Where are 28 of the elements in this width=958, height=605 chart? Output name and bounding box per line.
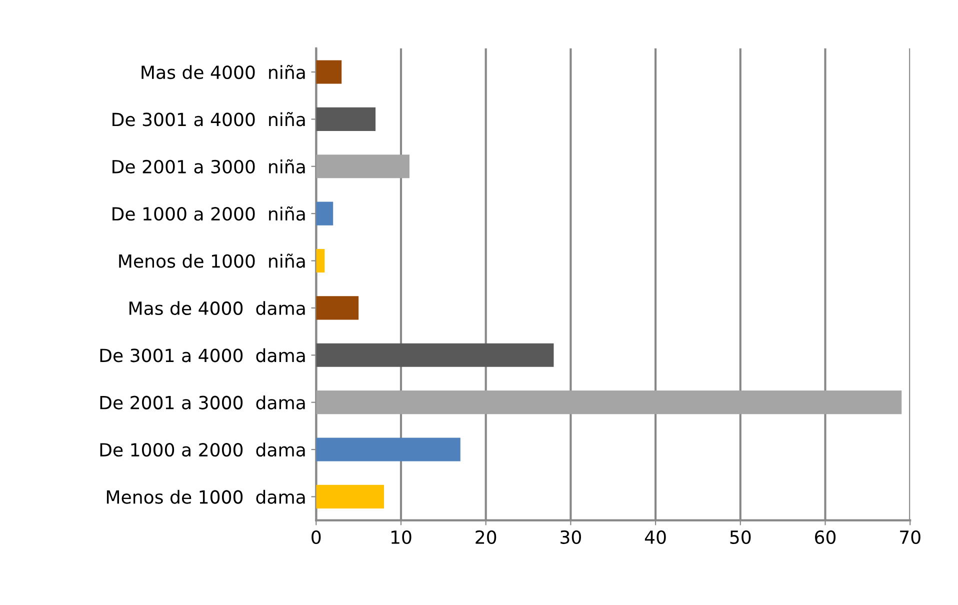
- bar: [316, 438, 460, 462]
- bar: [316, 390, 902, 414]
- y-tick-label: De 3001 a 4000 dama: [100, 348, 305, 362]
- x-tick-label: 10: [391, 530, 412, 544]
- y-tick-label: Mas de 4000 niña: [142, 64, 305, 80]
- x-tick-label: 20: [476, 530, 496, 544]
- y-tick-label: De 1000 a 2000 dama: [100, 442, 305, 457]
- y-tick-label: Menos de 1000 niña: [119, 254, 305, 268]
- y-tick-label: Mas de 4000 dama: [129, 301, 305, 316]
- bar: [316, 343, 554, 367]
- bar: [316, 154, 410, 178]
- x-tick-label: 50: [730, 530, 751, 544]
- bar: [316, 248, 325, 273]
- y-tick-label: De 3001 a 4000 niña: [112, 112, 305, 126]
- y-tick-label: De 2001 a 3000 dama: [100, 395, 305, 410]
- x-tick-label: 30: [560, 530, 581, 544]
- x-tick-label: 0: [312, 530, 321, 544]
- y-tick-label: De 2001 a 3000 niña: [112, 159, 305, 174]
- y-tick-label: Menos de 1000 dama: [106, 490, 305, 504]
- y-tick-label: De 1000 a 2000 niña: [112, 206, 305, 221]
- bar: [316, 107, 376, 131]
- bar: [316, 202, 334, 226]
- bar: [316, 296, 359, 320]
- bar: [316, 60, 342, 84]
- x-tick-label: 60: [815, 530, 836, 544]
- bar: [316, 484, 384, 508]
- x-tick-label: 40: [644, 530, 666, 544]
- x-tick-label: 70: [900, 530, 920, 544]
